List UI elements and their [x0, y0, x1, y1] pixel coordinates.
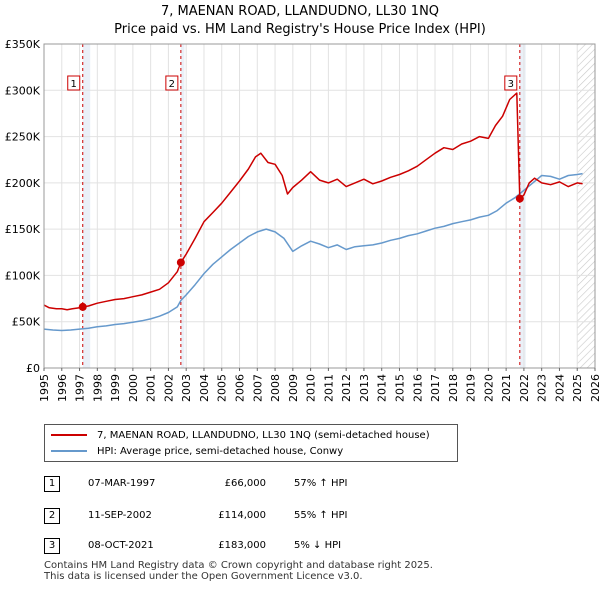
x-tick-label: 2007 [251, 374, 264, 402]
x-tick-label: 2011 [322, 374, 335, 402]
transaction-date: 08-OCT-2021 [88, 540, 154, 551]
x-tick-label: 2009 [287, 374, 300, 402]
plot-background [44, 44, 595, 368]
chart-legend: 7, MAENAN ROAD, LLANDUDNO, LL30 1NQ (sem… [44, 424, 458, 462]
transaction-point [176, 258, 185, 267]
legend-entry-property: 7, MAENAN ROAD, LLANDUDNO, LL30 1NQ (sem… [51, 428, 430, 442]
footer-copyright: Contains HM Land Registry data © Crown c… [44, 560, 433, 571]
price-chart: 1 2 3 £0 £50K £100K £150K £200K £250K £300K £350K 1… [5, 38, 600, 402]
x-tick-label: 2003 [180, 374, 193, 402]
transaction-shade [180, 44, 185, 368]
x-tick-label: 2018 [447, 374, 460, 402]
y-tick-label: £0 [26, 362, 40, 375]
x-tick-label: 2002 [162, 374, 175, 402]
x-tick-label: 2012 [340, 374, 353, 402]
annotation-label: 3 [508, 79, 514, 90]
annotation-box [165, 75, 179, 91]
legend-label-hpi: HPI: Average price, semi-detached house,… [97, 445, 344, 457]
transaction-price: £114,000 [218, 510, 266, 521]
y-tick-label: £50K [12, 316, 41, 329]
transaction-hpi-diff: 5% ↓ HPI [294, 540, 342, 551]
legend-label-property: 7, MAENAN ROAD, LLANDUDNO, LL30 1NQ (sem… [97, 429, 430, 441]
x-tick-label: 2010 [305, 374, 318, 402]
x-tick-label: 2008 [269, 374, 282, 402]
x-tick-label: 1995 [38, 374, 51, 402]
annotation-label: 1 [71, 79, 77, 90]
x-tick-label: 2026 [589, 374, 600, 402]
footer-credits: Contains HM Land Registry data © Crown c… [44, 560, 433, 582]
x-tick-label: 1996 [56, 374, 69, 402]
transaction-shade [519, 44, 526, 368]
property-series-line [43, 92, 583, 311]
transaction-hpi-diff: 55% ↑ HPI [294, 510, 348, 521]
x-tick-label: 2023 [536, 374, 549, 402]
x-tick-label: 2021 [500, 374, 513, 402]
x-tick-label: 2001 [145, 374, 158, 402]
transaction-badge: 3 [44, 538, 60, 554]
transaction-date: 11-SEP-2002 [88, 510, 152, 521]
y-tick-label: £200K [5, 177, 41, 190]
y-tick-label: £250K [5, 131, 41, 144]
x-tick-label: 2000 [127, 374, 140, 402]
x-tick-label: 2020 [482, 374, 495, 402]
transaction-date: 07-MAR-1997 [88, 478, 156, 489]
x-tick-label: 2022 [518, 374, 531, 402]
transaction-badge: 2 [44, 508, 60, 524]
forecast-hatch [577, 44, 595, 368]
transaction-hpi-diff: 57% ↑ HPI [294, 478, 348, 489]
transaction-badge: 1 [44, 476, 60, 492]
footer-license: This data is licensed under the Open Gov… [44, 571, 363, 582]
x-tick-label: 1997 [74, 374, 87, 402]
hpi-series-line [43, 172, 583, 332]
transaction-shade [82, 44, 91, 368]
transaction-point [515, 194, 524, 203]
y-tick-label: £300K [5, 84, 41, 97]
chart-subtitle: Price paid vs. HM Land Registry's House … [114, 22, 486, 37]
legend-entry-hpi: HPI: Average price, semi-detached house,… [51, 444, 343, 458]
x-tick-label: 2006 [234, 374, 247, 402]
transaction-price: £66,000 [224, 478, 266, 489]
transaction-price: £183,000 [218, 540, 266, 551]
annotation-box [504, 75, 518, 91]
x-tick-label: 2024 [553, 374, 566, 402]
y-tick-label: £150K [5, 223, 41, 236]
legend-swatch-property [51, 434, 87, 436]
y-tick-label: £100K [5, 269, 41, 282]
x-tick-label: 2015 [393, 374, 406, 402]
x-tick-label: 2004 [198, 374, 211, 402]
annotation-label: 2 [169, 79, 175, 90]
y-tick-label: £350K [5, 38, 41, 51]
transaction-point [78, 302, 87, 311]
x-tick-label: 2017 [429, 374, 442, 402]
x-tick-label: 1999 [109, 374, 122, 402]
x-tick-label: 2025 [571, 374, 584, 402]
plot-border [43, 43, 596, 369]
annotation-box [67, 75, 81, 91]
chart-title: 7, MAENAN ROAD, LLANDUDNO, LL30 1NQ [160, 4, 440, 19]
x-tick-label: 2016 [411, 374, 424, 402]
x-tick-label: 2014 [376, 374, 389, 402]
x-tick-label: 2019 [465, 374, 478, 402]
x-tick-label: 2013 [358, 374, 371, 402]
x-tick-label: 1998 [91, 374, 104, 402]
x-tick-label: 2005 [216, 374, 229, 402]
legend-swatch-hpi [51, 450, 87, 452]
